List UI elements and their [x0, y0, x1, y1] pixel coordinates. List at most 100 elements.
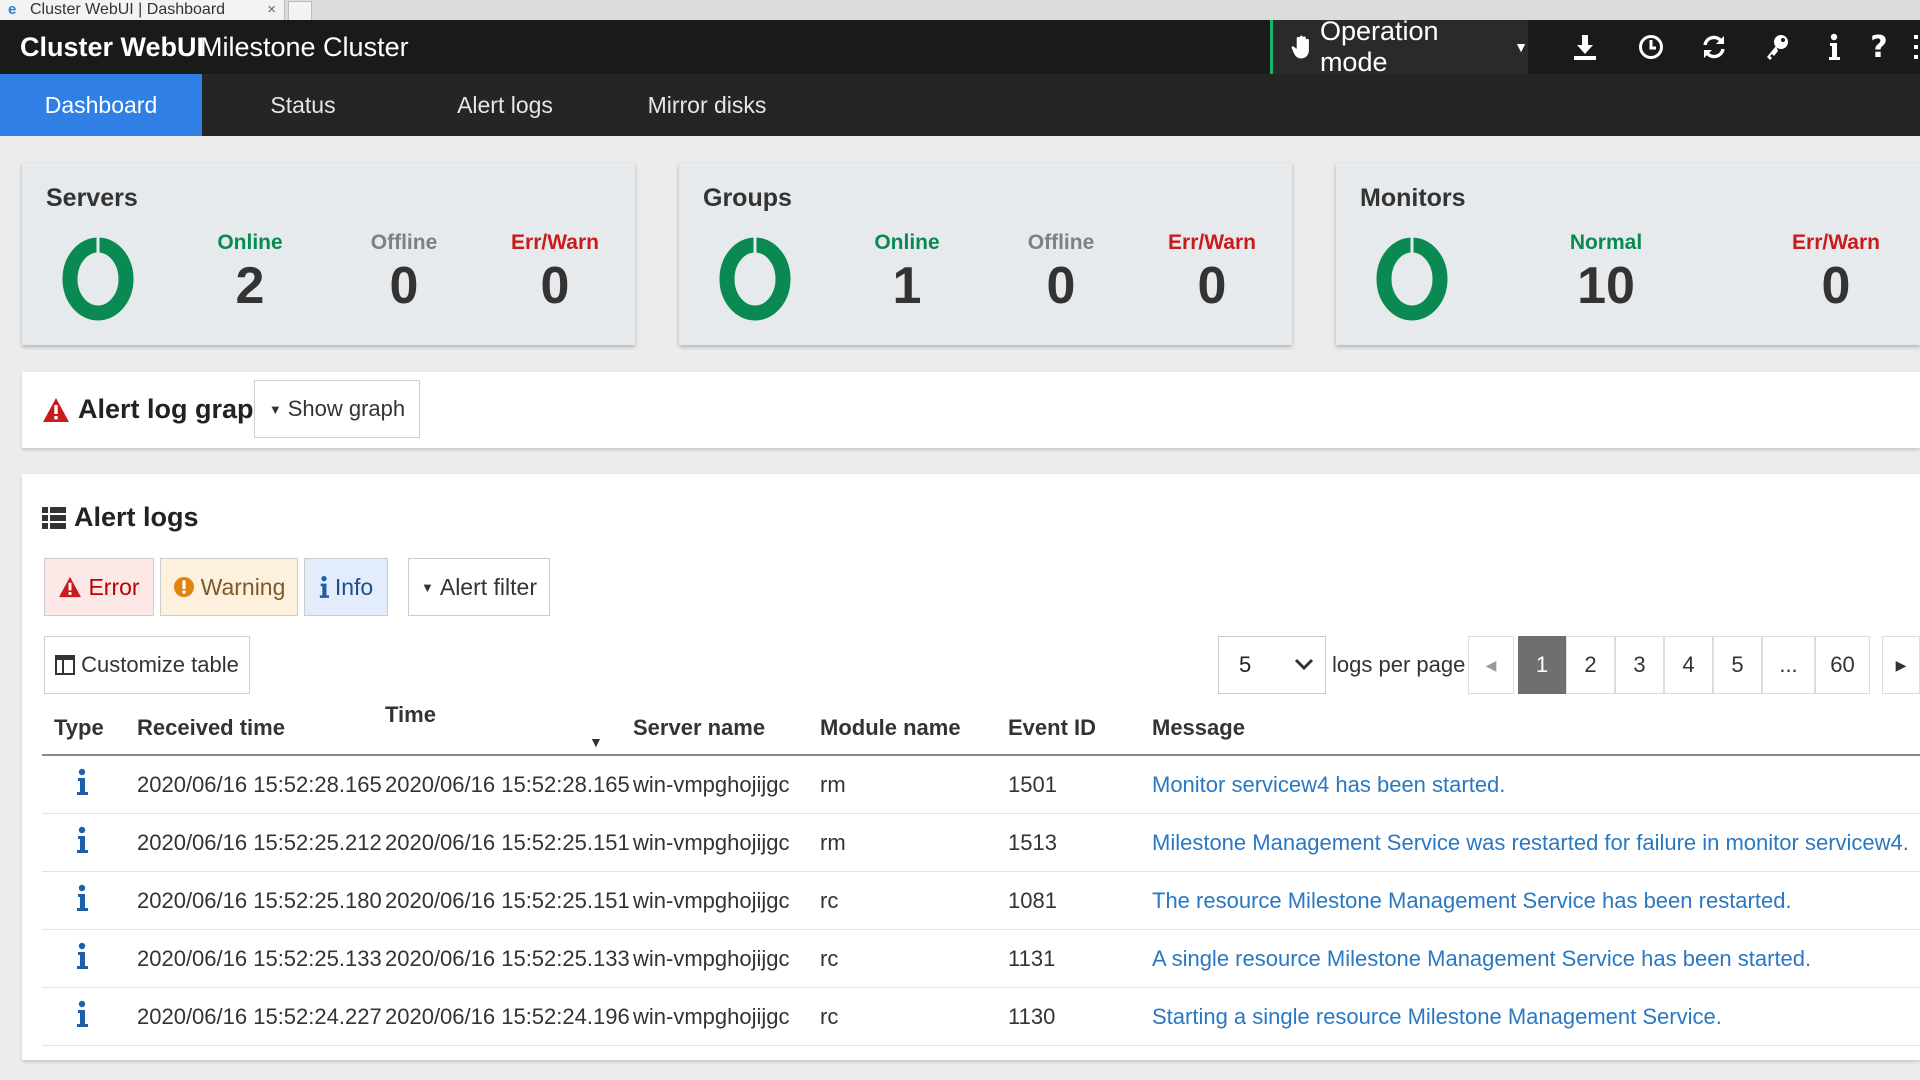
- message-link[interactable]: Monitor servicew4 has been started.: [1152, 755, 1920, 814]
- next-page-button[interactable]: ▶: [1882, 636, 1920, 694]
- columns-icon: [55, 655, 76, 675]
- groups-offline-stat: Offline 0: [1001, 231, 1121, 314]
- show-graph-button[interactable]: ▼ Show graph: [254, 380, 420, 438]
- info-type-icon: [76, 1000, 88, 1034]
- warning-filter-button[interactable]: Warning: [160, 558, 298, 616]
- page-button-1[interactable]: 1: [1518, 636, 1566, 694]
- download-icon[interactable]: [1568, 32, 1602, 62]
- event-id-cell: 1501: [1008, 755, 1152, 814]
- table-row[interactable]: 2020/06/16 15:52:25.133 2020/06/16 15:52…: [42, 929, 1920, 988]
- alert-log-graph-title: Alert log graph: [78, 394, 271, 424]
- servers-card[interactable]: Servers Online 2 Offline 0 Err/Warn 0: [22, 163, 635, 345]
- caret-right-icon: ▶: [1895, 656, 1907, 673]
- table-row[interactable]: 2020/06/16 15:52:25.212 2020/06/16 15:52…: [42, 813, 1920, 872]
- page-ellipsis: ...: [1762, 636, 1815, 694]
- info-icon[interactable]: [1824, 32, 1844, 62]
- prev-page-button[interactable]: ◀: [1468, 636, 1514, 694]
- column-header-server-name[interactable]: Server name: [633, 702, 820, 756]
- servers-offline-count: 0: [389, 257, 419, 315]
- groups-errwarn-label: Err/Warn: [1168, 231, 1256, 254]
- sort-desc-icon[interactable]: ▼: [589, 734, 603, 751]
- event-id-cell: 1131: [1008, 929, 1152, 988]
- app-brand[interactable]: Cluster WebUI: [20, 32, 205, 62]
- table-row[interactable]: 2020/06/16 15:52:24.227 2020/06/16 15:52…: [42, 987, 1920, 1046]
- error-filter-button[interactable]: Error: [44, 558, 154, 616]
- monitors-errwarn-label: Err/Warn: [1792, 231, 1880, 254]
- message-link[interactable]: A single resource Milestone Management S…: [1152, 929, 1920, 988]
- column-header-time-label: Time: [385, 702, 436, 727]
- time-cell: 2020/06/16 15:52:25.151: [385, 871, 633, 930]
- refresh-icon[interactable]: [1697, 32, 1731, 62]
- received-time-cell: 2020/06/16 15:52:25.180: [137, 871, 385, 930]
- time-cell: 2020/06/16 15:52:24.196: [385, 987, 633, 1046]
- table-row[interactable]: 2020/06/16 15:52:25.180 2020/06/16 15:52…: [42, 871, 1920, 930]
- table-header-row: Type Received time Time ▼ Server name Mo…: [42, 702, 1920, 756]
- caret-down-icon: ▼: [268, 401, 282, 417]
- tab-alert-logs[interactable]: Alert logs: [457, 91, 553, 118]
- key-icon[interactable]: [1762, 32, 1792, 62]
- operation-mode-dropdown[interactable]: Operation mode ▼: [1273, 16, 1528, 77]
- alert-logs-title: Alert logs: [74, 502, 199, 532]
- servers-online-label: Online: [217, 231, 283, 254]
- page-button-4[interactable]: 4: [1664, 636, 1713, 694]
- time-cell: 2020/06/16 15:52:25.151: [385, 813, 633, 872]
- tab-status[interactable]: Status: [270, 91, 336, 118]
- tab-dashboard[interactable]: Dashboard: [0, 74, 202, 136]
- servers-offline-stat: Offline 0: [344, 231, 464, 314]
- page-button-3[interactable]: 3: [1615, 636, 1664, 694]
- servers-online-stat: Online 2: [190, 231, 310, 314]
- hand-icon: [1291, 35, 1309, 59]
- header-accent: [1270, 20, 1273, 74]
- close-tab-icon[interactable]: ×: [267, 1, 276, 18]
- more-menu-icon[interactable]: [1912, 32, 1920, 62]
- caret-left-icon: ◀: [1485, 656, 1497, 673]
- clock-icon[interactable]: [1634, 32, 1668, 62]
- monitors-errwarn-count: 0: [1821, 257, 1851, 315]
- alert-filter-button[interactable]: ▼ Alert filter: [408, 558, 550, 616]
- module-name-cell: rc: [820, 871, 1008, 930]
- column-header-type[interactable]: Type: [42, 702, 137, 756]
- groups-donut-chart: [719, 237, 791, 321]
- column-header-time[interactable]: Time ▼: [385, 702, 633, 756]
- column-header-event-id[interactable]: Event ID: [1008, 702, 1152, 756]
- groups-errwarn-count: 0: [1197, 257, 1227, 315]
- logs-per-page-label: logs per page: [1332, 652, 1466, 677]
- new-tab-button[interactable]: [288, 1, 312, 21]
- column-header-module-name[interactable]: Module name: [820, 702, 1008, 756]
- monitors-card[interactable]: Monitors Normal 10 Err/Warn 0: [1336, 163, 1920, 345]
- server-name-cell: win-vmpghojijgc: [633, 813, 820, 872]
- tab-mirror-disks[interactable]: Mirror disks: [647, 91, 767, 118]
- received-time-cell: 2020/06/16 15:52:28.165: [137, 755, 385, 814]
- message-link[interactable]: Milestone Management Service was restart…: [1152, 813, 1920, 872]
- message-link[interactable]: The resource Milestone Management Servic…: [1152, 871, 1920, 930]
- monitors-donut-chart: [1376, 237, 1448, 321]
- groups-online-stat: Online 1: [847, 231, 967, 314]
- customize-table-button[interactable]: Customize table: [44, 636, 250, 694]
- chevron-down-icon: ▼: [1514, 39, 1528, 55]
- column-header-received-time[interactable]: Received time: [137, 702, 385, 756]
- groups-card[interactable]: Groups Online 1 Offline 0 Err/Warn 0: [679, 163, 1292, 345]
- list-icon: [42, 506, 66, 529]
- servers-errwarn-count: 0: [540, 257, 570, 315]
- operation-mode-label: Operation mode: [1319, 16, 1439, 77]
- monitors-normal-count: 10: [1577, 257, 1635, 315]
- server-name-cell: win-vmpghojijgc: [633, 871, 820, 930]
- help-icon[interactable]: ?: [1870, 29, 1888, 65]
- page-button-5[interactable]: 5: [1713, 636, 1762, 694]
- groups-title: Groups: [703, 184, 792, 212]
- alert-logs-panel: Alert logs Error Warning Info ▼ Alert fi…: [22, 474, 1920, 1060]
- module-name-cell: rm: [820, 755, 1008, 814]
- info-type-icon: [76, 826, 88, 860]
- browser-tab[interactable]: e Cluster WebUI | Dashboard ×: [0, 0, 285, 20]
- logs-per-page-value: 5: [1239, 652, 1252, 677]
- groups-errwarn-stat: Err/Warn 0: [1142, 231, 1282, 314]
- page-button-60[interactable]: 60: [1815, 636, 1870, 694]
- column-header-message[interactable]: Message: [1152, 702, 1920, 756]
- table-row[interactable]: 2020/06/16 15:52:28.165 2020/06/16 15:52…: [42, 755, 1920, 814]
- message-link[interactable]: Starting a single resource Milestone Man…: [1152, 987, 1920, 1046]
- main-nav: Dashboard Status Alert logs Mirror disks: [0, 74, 1920, 136]
- info-filter-button[interactable]: Info: [304, 558, 388, 616]
- page-button-2[interactable]: 2: [1566, 636, 1615, 694]
- info-icon: [319, 576, 329, 598]
- logs-per-page-select[interactable]: 5: [1218, 636, 1326, 694]
